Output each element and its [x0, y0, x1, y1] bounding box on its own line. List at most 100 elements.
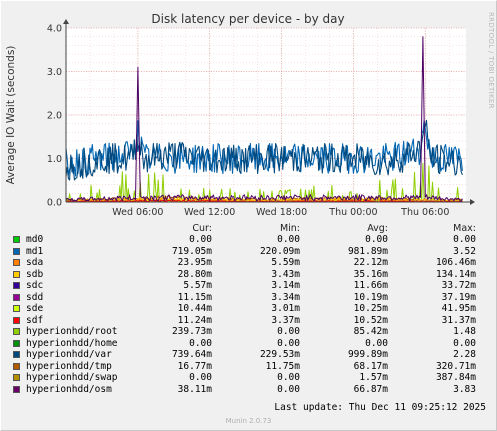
- legend-value-cur: 10.44m: [177, 303, 212, 314]
- legend-swatch: [13, 305, 20, 312]
- legend-label: hyperionhdd/var: [26, 349, 112, 360]
- x-tick-label: Wed 12:00: [184, 207, 235, 218]
- legend-swatch: [13, 328, 20, 335]
- legend-value-min: 0.00: [277, 326, 300, 337]
- legend-label: md1: [26, 245, 44, 257]
- legend-header-avg: Avg:: [367, 223, 388, 234]
- legend-item: sdf 11.24m 3.37m 10.52m 31.37m: [12, 315, 492, 327]
- legend-item: hyperionhdd/swap 0.00 0.00 1.57m 387.84m: [12, 372, 492, 384]
- legend-value-cur: 719.05m: [171, 245, 212, 257]
- legend-value-min: 220.09m: [259, 245, 300, 257]
- legend-value-cur: 5.57m: [183, 280, 212, 291]
- legend-item: sdc 5.57m 3.14m 11.66m 33.72m: [12, 280, 492, 292]
- legend-value-cur: 0.00: [189, 337, 212, 349]
- chart-title: Disk latency per device - by day: [151, 12, 344, 26]
- legend-item: sdb 28.80m 3.43m 35.16m 134.14m: [12, 269, 492, 281]
- legend-value-cur: 0.00: [189, 372, 212, 383]
- y-axis-label: Average IO Wait (seconds): [5, 46, 17, 185]
- legend-swatch: [13, 236, 20, 243]
- legend-item: sdd 11.15m 3.34m 10.19m 37.19m: [12, 292, 492, 304]
- legend-value-max: 134.14m: [435, 268, 476, 280]
- legend-value-min: 11.75m: [265, 360, 300, 372]
- legend-value-avg: 10.25m: [353, 303, 388, 314]
- legend-swatch: [13, 351, 20, 358]
- legend-label: sdd: [26, 291, 44, 303]
- y-tick-label: 1.0: [47, 154, 62, 165]
- y-tick-label: 2.0: [47, 111, 62, 122]
- legend-value-min: 229.53m: [259, 349, 300, 360]
- legend-value-max: 0.00: [453, 234, 476, 245]
- legend-value-avg: 1.57m: [359, 372, 388, 383]
- legend-swatch: [13, 374, 20, 381]
- legend-value-avg: 0.00: [365, 337, 388, 349]
- legend-label: md0: [26, 234, 44, 245]
- legend-value-avg: 66.87m: [353, 383, 388, 395]
- legend-value-max: 0.00: [453, 337, 476, 349]
- x-tick-label: Wed 06:00: [112, 207, 163, 218]
- legend-swatch: [13, 282, 20, 289]
- legend-label: sdf: [26, 314, 44, 326]
- rrdtool-watermark: RRDTOOL / TOBI OETIKER: [487, 12, 495, 109]
- legend-header: Cur: Min: Avg: Max:: [12, 223, 492, 235]
- x-tick-label: Thu 00:00: [328, 207, 377, 218]
- legend-value-min: 3.34m: [271, 291, 300, 303]
- legend-value-avg: 35.16m: [353, 268, 388, 280]
- legend-value-cur: 38.11m: [177, 383, 212, 395]
- legend-label: sde: [26, 303, 44, 314]
- legend-value-cur: 28.80m: [177, 268, 212, 280]
- legend-header-cur: Cur:: [192, 223, 212, 234]
- y-tick-label: 4.0: [47, 24, 62, 35]
- legend-item: hyperionhdd/home 0.00 0.00 0.00 0.00: [12, 338, 492, 350]
- legend-swatch: [13, 247, 20, 255]
- legend-value-min: 0.00: [277, 234, 300, 245]
- chart-area: Disk latency per device - by day Average…: [5, 12, 475, 219]
- legend-value-max: 2.28: [453, 349, 476, 360]
- legend-label: hyperionhdd/swap: [26, 372, 118, 383]
- legend-value-max: 3.52: [453, 245, 476, 257]
- legend-value-avg: 0.00: [365, 234, 388, 245]
- legend-value-avg: 999.89m: [347, 349, 388, 360]
- legend-value-avg: 11.66m: [353, 280, 388, 291]
- legend-value-max: 37.19m: [441, 291, 476, 303]
- legend-value-max: 41.95m: [441, 303, 476, 314]
- x-tick-label: Thu 06:00: [400, 207, 449, 218]
- legend-value-avg: 10.52m: [353, 314, 388, 326]
- legend-item: sde 10.44m 3.01m 10.25m 41.95m: [12, 303, 492, 315]
- legend-swatch: [13, 339, 20, 347]
- legend-value-max: 106.46m: [435, 257, 476, 268]
- legend-value-min: 3.01m: [271, 303, 300, 314]
- legend-label: hyperionhdd/home: [26, 337, 118, 349]
- legend-value-max: 31.37m: [441, 314, 476, 326]
- legend-item: hyperionhdd/root 239.73m 0.00 85.42m 1.48: [12, 326, 492, 338]
- legend-value-cur: 11.15m: [177, 291, 212, 303]
- legend-value-cur: 739.64m: [171, 349, 212, 360]
- legend-value-cur: 16.77m: [177, 360, 212, 372]
- legend-item: md1 719.05m 220.09m 981.89m 3.52: [12, 246, 492, 258]
- legend-label: hyperionhdd/root: [26, 326, 118, 337]
- legend-value-max: 3.83: [453, 383, 476, 395]
- legend-value-min: 0.00: [277, 383, 300, 395]
- legend-swatch: [13, 259, 20, 266]
- x-axis-arrow: [470, 199, 475, 205]
- legend-swatch: [13, 293, 20, 301]
- y-tick-label: 0.0: [47, 198, 62, 209]
- tick-labels: 0.0 1.0 2.0 3.0 4.0 Wed 06:00 Wed 12:00 Wed 18:…: [47, 24, 450, 219]
- legend-label: sda: [26, 257, 44, 268]
- legend-value-cur: 11.24m: [177, 314, 212, 326]
- legend-swatch: [13, 362, 20, 370]
- legend-item: sda 23.95m 5.59m 22.12m 106.46m: [12, 257, 492, 269]
- legend-label: sdb: [26, 268, 44, 280]
- legend-value-min: 0.00: [277, 372, 300, 383]
- legend-item: md0 0.00 0.00 0.00 0.00: [12, 234, 492, 246]
- legend-value-max: 320.71m: [435, 360, 476, 372]
- legend-value-avg: 10.19m: [353, 291, 388, 303]
- y-axis-arrow: [63, 19, 69, 24]
- legend-swatch: [13, 270, 20, 278]
- legend-value-max: 1.48: [453, 326, 476, 337]
- y-tick-label: 3.0: [47, 67, 62, 78]
- legend-value-min: 3.14m: [271, 280, 300, 291]
- legend-value-min: 5.59m: [271, 257, 300, 268]
- legend-label: hyperionhdd/osm: [26, 383, 112, 395]
- legend-label: sdc: [26, 280, 44, 291]
- legend-value-max: 387.84m: [435, 372, 476, 383]
